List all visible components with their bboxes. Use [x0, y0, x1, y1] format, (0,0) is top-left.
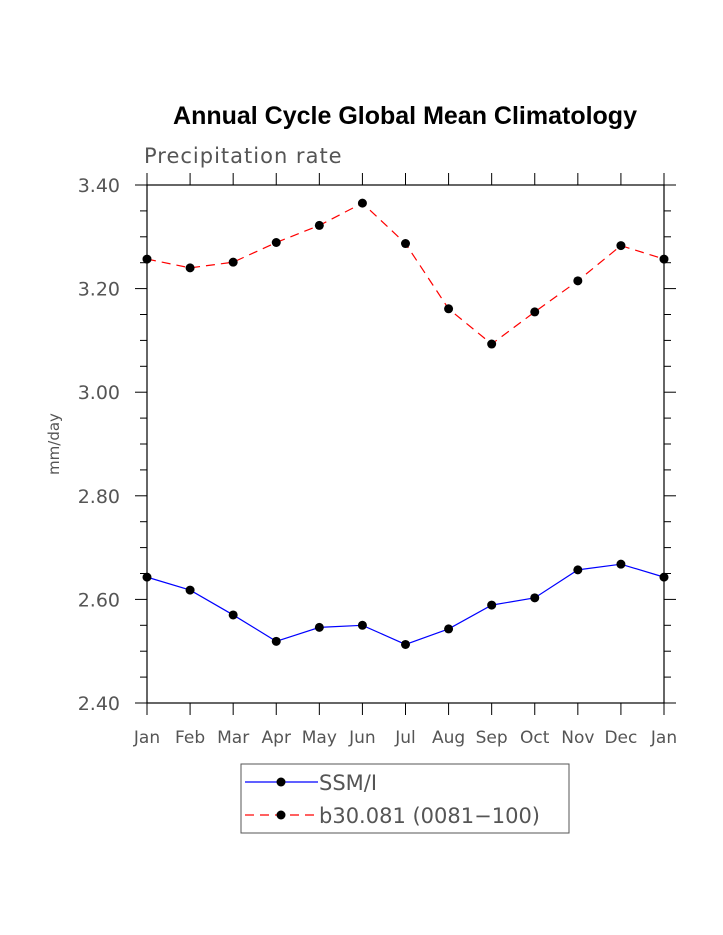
data-point — [357, 620, 367, 630]
data-point — [271, 237, 281, 247]
data-point — [142, 254, 152, 264]
data-point — [314, 220, 324, 230]
data-point — [573, 565, 583, 575]
data-point — [573, 276, 583, 286]
x-tick-label: Aug — [432, 728, 465, 748]
data-point — [444, 304, 454, 314]
x-tick-label: Sep — [476, 728, 508, 748]
legend-marker-b30 — [276, 810, 286, 820]
data-point — [314, 622, 324, 632]
data-point — [530, 593, 540, 603]
x-tick-label: Jul — [394, 728, 416, 748]
series-line-1 — [146, 202, 665, 345]
data-point — [185, 263, 195, 273]
y-axis-label: mm/day — [45, 413, 63, 475]
data-point — [401, 239, 410, 249]
data-point — [487, 339, 497, 349]
legend-marker-ssmi — [276, 777, 286, 787]
y-tick-label: 2.40 — [78, 693, 120, 715]
y-tick-label: 2.60 — [78, 589, 120, 611]
y-tick-labels: 2.40 2.60 2.80 3.00 3.20 3.40 — [78, 175, 120, 715]
data-point — [487, 600, 497, 610]
data-point — [228, 257, 238, 267]
data-point — [401, 639, 410, 649]
data-point — [616, 241, 626, 251]
data-point — [357, 198, 367, 208]
x-tick-label: Nov — [561, 728, 594, 748]
x-tick-label: Feb — [175, 728, 205, 748]
x-tick-label: May — [302, 728, 337, 748]
x-tick-labels: Jan Feb Mar Apr May Jun Jul Aug Sep Oct Nov Dec Jan — [133, 728, 677, 748]
y-tick-label: 3.40 — [78, 175, 120, 197]
x-tick-label: Mar — [217, 728, 249, 748]
chart-subtitle: Precipitation rate — [144, 144, 343, 168]
legend-label-ssmi: SSM/I — [319, 771, 377, 795]
data-point — [142, 572, 152, 582]
data-point — [444, 624, 454, 634]
data-point — [530, 307, 540, 317]
legend-label-b30: b30.081 (0081−100) — [319, 804, 540, 828]
series-group — [142, 198, 669, 649]
data-point — [228, 610, 238, 620]
x-tick-label: Jun — [348, 728, 376, 748]
series-line-0 — [146, 563, 665, 646]
x-tick-label: Apr — [262, 728, 291, 748]
data-point — [659, 572, 669, 582]
legend-box — [240, 763, 570, 834]
y-tick-label: 2.80 — [78, 486, 120, 508]
axis-ticks — [135, 173, 676, 715]
x-tick-label: Jan — [650, 728, 677, 748]
y-tick-label: 3.20 — [78, 279, 120, 301]
x-tick-label: Oct — [520, 728, 550, 748]
legend: SSM/I b30.081 (0081−100) — [240, 763, 570, 834]
y-tick-label: 3.00 — [78, 382, 120, 404]
data-point — [616, 559, 626, 569]
chart-title: Annual Cycle Global Mean Climatology — [173, 102, 637, 130]
plot-frame — [146, 184, 665, 704]
data-point — [271, 636, 281, 646]
data-point — [185, 585, 195, 595]
data-point — [659, 254, 669, 264]
x-tick-label: Jan — [133, 728, 160, 748]
x-tick-label: Dec — [604, 728, 637, 748]
